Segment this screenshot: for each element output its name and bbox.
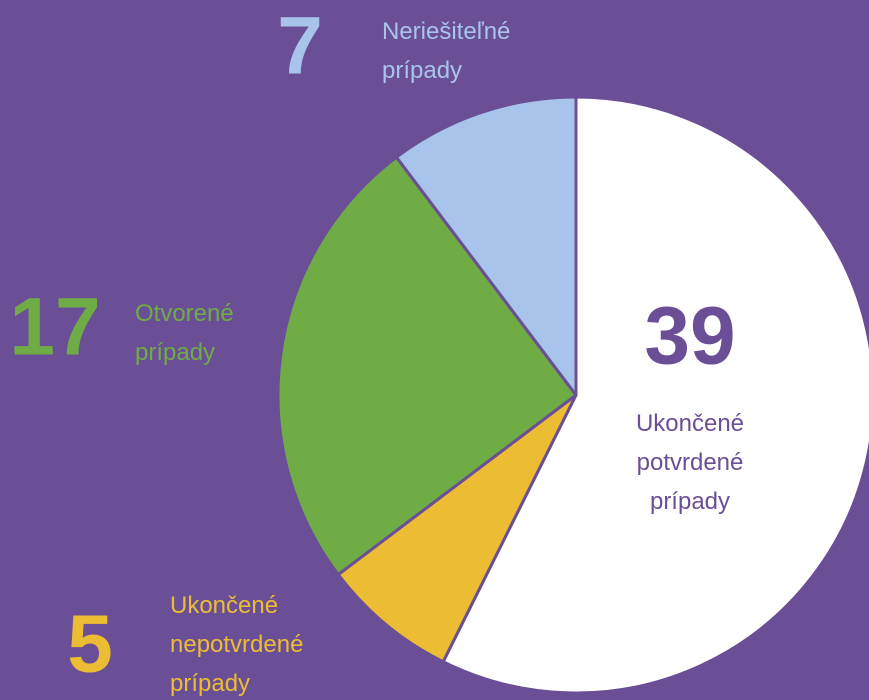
value-label: 5 bbox=[67, 599, 113, 690]
pie-slice bbox=[276, 155, 578, 577]
value-label: 39 bbox=[644, 291, 735, 382]
pie-slice bbox=[336, 393, 578, 664]
label-line: Otvorené bbox=[135, 300, 234, 327]
category-label: Neriešiteľné prípady bbox=[382, 18, 510, 84]
pie-slice bbox=[394, 95, 578, 397]
category-label: Otvorené prípady bbox=[135, 300, 234, 366]
label-line: Ukončené bbox=[170, 592, 278, 619]
label-line: prípady bbox=[135, 339, 215, 366]
label-line: prípady bbox=[650, 488, 730, 515]
label-line: potvrdené bbox=[637, 449, 744, 476]
label-line: Neriešiteľné bbox=[382, 18, 510, 45]
value-label: 7 bbox=[277, 1, 323, 92]
pie-slice bbox=[441, 95, 869, 695]
label-line: nepotvrdené bbox=[170, 631, 303, 658]
label-line: prípady bbox=[382, 57, 462, 84]
label-line: prípady bbox=[170, 670, 250, 697]
value-label: 17 bbox=[9, 282, 100, 373]
category-label: Ukončené nepotvrdené prípady bbox=[170, 592, 303, 697]
category-label: Ukončené potvrdené prípady bbox=[636, 410, 744, 515]
label-line: Ukončené bbox=[636, 410, 744, 437]
